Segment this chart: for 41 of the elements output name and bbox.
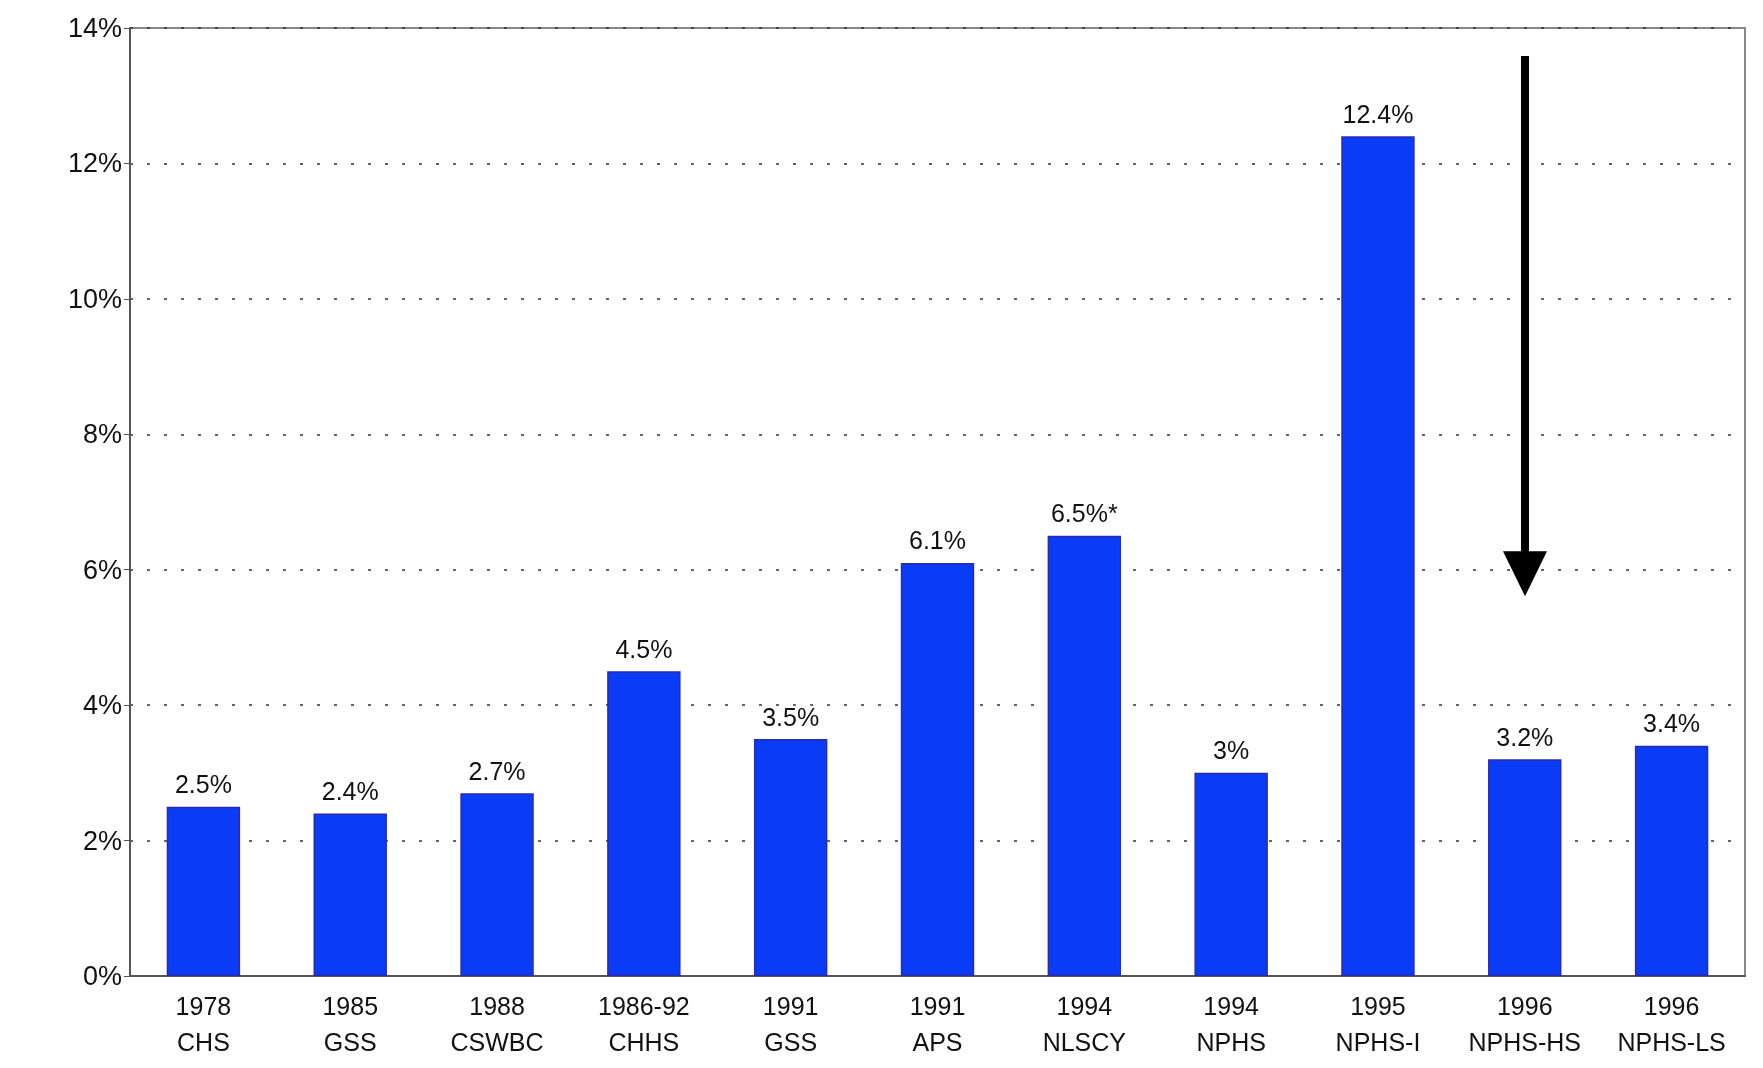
x-tick-label: 1996 NPHS-HS [1468, 992, 1582, 1056]
x-tick-label: 1985 GSS [322, 992, 379, 1056]
x-tick-label: 1986-92 CHHS [597, 992, 690, 1056]
bar [460, 793, 534, 976]
x-tick-label: 1994 NLSCY [1042, 992, 1127, 1056]
data-label: 6.1% [909, 526, 966, 555]
x-tick-label: 1996 NPHS-LS [1617, 992, 1726, 1056]
y-tick-label: 8% [82, 419, 122, 450]
bar [900, 562, 975, 976]
y-tick-label: 6% [82, 554, 122, 585]
x-tick-label: 1988 CSWBC [450, 992, 544, 1056]
bar [753, 739, 828, 976]
y-tick-label: 4% [82, 690, 122, 721]
bar [1634, 745, 1709, 976]
x-tick-label: 1991 APS [909, 992, 966, 1056]
bar [166, 806, 241, 976]
bar [607, 671, 681, 976]
bar [1341, 136, 1415, 976]
data-label: 2.5% [174, 770, 232, 799]
data-label: 3.2% [1496, 722, 1554, 751]
data-label: 4.5% [615, 634, 673, 663]
x-tick-label: 1994 NPHS [1196, 992, 1266, 1056]
y-tick-label: 0% [82, 961, 122, 991]
bar [1488, 759, 1562, 976]
x-tick-label: 1995 NPHS-I [1335, 992, 1421, 1056]
x-tick-label: 1978 CHS [175, 992, 232, 1056]
data-label: 12.4% [1342, 99, 1414, 128]
y-tick-label: 12% [67, 148, 122, 179]
data-label: 3.5% [762, 702, 820, 731]
data-label: 3% [1213, 736, 1250, 765]
y-tick-label: 2% [82, 825, 122, 856]
x-tick-label: 1991 GSS [762, 992, 819, 1056]
data-label: 2.4% [321, 776, 379, 805]
bar [1194, 772, 1268, 976]
data-label: 3.4% [1643, 709, 1701, 738]
y-tick-label: 14% [67, 13, 122, 43]
data-label: 6.5%* [1050, 499, 1118, 528]
data-label: 2.7% [468, 756, 526, 785]
bar [1047, 535, 1122, 976]
y-tick-label: 10% [67, 283, 122, 314]
bar [313, 813, 387, 976]
